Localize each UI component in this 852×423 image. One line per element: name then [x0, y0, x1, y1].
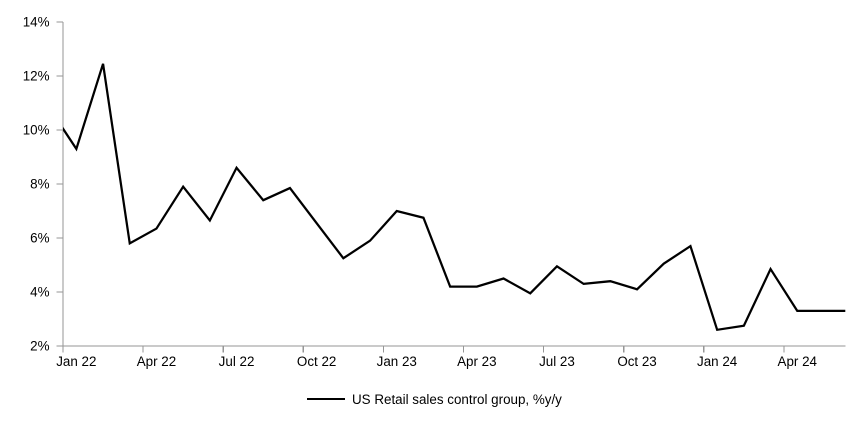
x-axis-tick-label: Oct 22 — [297, 354, 336, 369]
series-line-retail-sales — [63, 63, 846, 332]
legend-line-sample — [307, 398, 345, 400]
y-axis-tick-label: 12% — [23, 69, 50, 84]
y-axis-tick-label: 14% — [23, 15, 50, 30]
x-axis-tick-label: Oct 23 — [617, 354, 656, 369]
x-axis-tick-label: Apr 24 — [778, 354, 818, 369]
x-axis-tick-label: Jan 24 — [697, 354, 738, 369]
x-axis-tick-label: Jul 22 — [219, 354, 255, 369]
x-axis-tick-label: Jan 22 — [56, 354, 96, 369]
y-axis-tick-label: 8% — [30, 177, 49, 192]
x-axis-tick-label: Jul 23 — [539, 354, 575, 369]
x-axis-tick-label: Jan 23 — [377, 354, 417, 369]
x-axis-tick-label: Apr 22 — [137, 354, 176, 369]
y-axis-tick-label: 2% — [30, 339, 49, 354]
legend: US Retail sales control group, %y/y — [307, 391, 562, 407]
x-axis-tick-label: Apr 23 — [457, 354, 496, 369]
y-axis-tick-label: 6% — [30, 231, 49, 246]
y-axis-tick-label: 4% — [30, 285, 49, 300]
legend-label: US Retail sales control group, %y/y — [352, 391, 562, 407]
y-axis-tick-label: 10% — [23, 123, 50, 138]
